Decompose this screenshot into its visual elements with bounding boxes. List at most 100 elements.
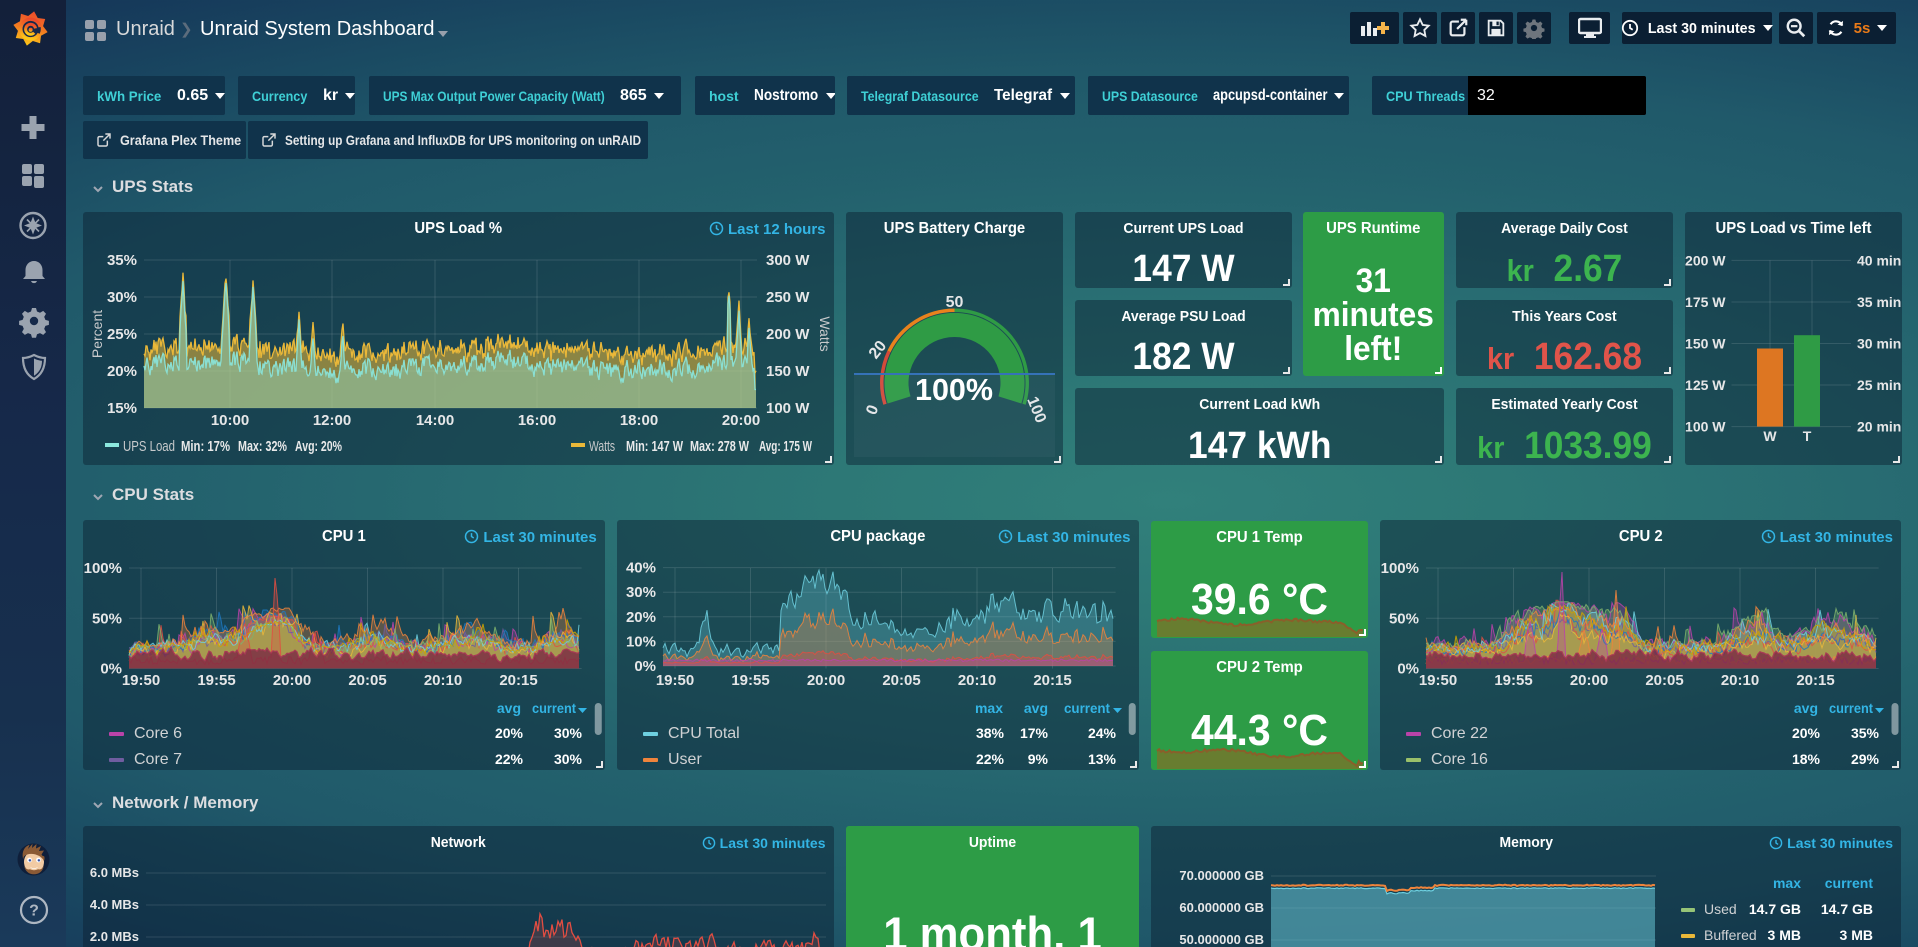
svg-text:100%: 100% <box>84 560 122 577</box>
svg-text:70.000000 GB: 70.000000 GB <box>1179 868 1264 883</box>
svg-text:19:50: 19:50 <box>122 672 160 689</box>
svg-text:Watts: Watts <box>817 316 833 351</box>
svg-text:50.000000 GB: 50.000000 GB <box>1179 932 1264 947</box>
svg-text:50: 50 <box>945 294 963 311</box>
svg-text:25 min: 25 min <box>1857 377 1901 393</box>
svg-text:Core 22: Core 22 <box>1431 725 1488 742</box>
svg-text:Buffered: Buffered <box>1704 927 1757 943</box>
svg-text:35%: 35% <box>107 252 137 269</box>
svg-text:20:05: 20:05 <box>348 672 386 689</box>
svg-text:Min: 147 W: Min: 147 W <box>626 438 684 455</box>
svg-text:Watts: Watts <box>589 438 615 455</box>
svg-text:current: current <box>532 700 576 716</box>
svg-text:avg: avg <box>1024 700 1048 716</box>
svg-text:19:55: 19:55 <box>731 672 769 689</box>
svg-text:9%: 9% <box>1028 751 1049 767</box>
svg-text:20%: 20% <box>1791 725 1820 741</box>
svg-text:19:55: 19:55 <box>197 672 235 689</box>
svg-text:40 min: 40 min <box>1857 252 1901 268</box>
svg-text:35 min: 35 min <box>1857 294 1901 310</box>
svg-text:25%: 25% <box>107 326 137 343</box>
svg-text:20:15: 20:15 <box>1033 672 1071 689</box>
svg-text:15%: 15% <box>107 400 137 417</box>
svg-text:Core 16: Core 16 <box>1431 751 1488 768</box>
svg-text:current: current <box>1829 700 1873 716</box>
svg-text:20:10: 20:10 <box>958 672 996 689</box>
svg-text:current: current <box>1064 700 1110 716</box>
svg-text:Min: 17%: Min: 17% <box>181 438 230 455</box>
svg-text:19:55: 19:55 <box>1494 672 1532 689</box>
svg-text:User: User <box>668 751 702 768</box>
svg-text:?: ? <box>29 903 39 920</box>
svg-text:10%: 10% <box>626 633 656 650</box>
svg-text:20%: 20% <box>626 609 656 626</box>
svg-text:0%: 0% <box>634 658 656 675</box>
svg-text:22%: 22% <box>976 751 1005 767</box>
svg-text:max: max <box>1772 875 1800 891</box>
svg-text:18:00: 18:00 <box>620 412 658 429</box>
svg-text:100%: 100% <box>915 372 993 407</box>
svg-text:20%: 20% <box>107 363 137 380</box>
svg-text:Max: 278 W: Max: 278 W <box>690 438 750 455</box>
svg-text:4.0 MBs: 4.0 MBs <box>90 897 139 912</box>
svg-text:175 W: 175 W <box>1685 294 1726 310</box>
svg-text:200 W: 200 W <box>1685 252 1726 268</box>
svg-text:300 W: 300 W <box>766 252 810 269</box>
svg-text:17%: 17% <box>1020 725 1049 741</box>
svg-text:max: max <box>975 700 1003 716</box>
svg-text:35%: 35% <box>1850 725 1879 741</box>
svg-text:14.7 GB: 14.7 GB <box>1820 901 1872 917</box>
svg-text:24%: 24% <box>1088 725 1117 741</box>
svg-text:W: W <box>1763 428 1777 444</box>
svg-text:16:00: 16:00 <box>518 412 556 429</box>
svg-text:29%: 29% <box>1850 751 1879 767</box>
svg-text:6.0 MBs: 6.0 MBs <box>90 865 139 880</box>
svg-text:Used: Used <box>1704 901 1737 917</box>
svg-text:18%: 18% <box>1791 751 1820 767</box>
svg-text:30%: 30% <box>626 584 656 601</box>
svg-text:CPU Total: CPU Total <box>668 725 740 742</box>
svg-text:19:50: 19:50 <box>1418 672 1456 689</box>
svg-text:60.000000 GB: 60.000000 GB <box>1179 900 1264 915</box>
svg-text:Avg: 20%: Avg: 20% <box>295 438 342 455</box>
svg-text:20:00: 20:00 <box>722 412 760 429</box>
svg-text:Core 7: Core 7 <box>134 751 182 768</box>
svg-text:250 W: 250 W <box>766 289 810 306</box>
svg-text:150 W: 150 W <box>1685 336 1726 352</box>
svg-text:20:00: 20:00 <box>807 672 845 689</box>
svg-text:0%: 0% <box>1397 661 1419 678</box>
svg-text:20:10: 20:10 <box>424 672 462 689</box>
svg-text:100 W: 100 W <box>766 400 810 417</box>
svg-text:20:15: 20:15 <box>1796 672 1834 689</box>
svg-text:2.0 MBs: 2.0 MBs <box>90 929 139 944</box>
svg-text:50%: 50% <box>92 610 122 627</box>
svg-text:20:05: 20:05 <box>882 672 920 689</box>
svg-text:avg: avg <box>497 700 521 716</box>
svg-text:100%: 100% <box>1380 560 1418 577</box>
svg-text:20:00: 20:00 <box>273 672 311 689</box>
svg-text:12:00: 12:00 <box>313 412 351 429</box>
svg-text:20:00: 20:00 <box>1569 672 1607 689</box>
svg-text:14.7 GB: 14.7 GB <box>1748 901 1800 917</box>
svg-text:20:05: 20:05 <box>1645 672 1683 689</box>
svg-text:200 W: 200 W <box>766 326 810 343</box>
svg-text:50%: 50% <box>1388 610 1418 627</box>
svg-text:0%: 0% <box>100 661 122 678</box>
svg-text:30%: 30% <box>107 289 137 306</box>
svg-text:30 min: 30 min <box>1857 336 1901 352</box>
svg-text:14:00: 14:00 <box>416 412 454 429</box>
svg-text:Avg: 175 W: Avg: 175 W <box>759 438 813 455</box>
svg-text:30%: 30% <box>554 725 583 741</box>
svg-text:20%: 20% <box>495 725 524 741</box>
svg-text:T: T <box>1802 428 1811 444</box>
svg-text:20 min: 20 min <box>1857 419 1901 435</box>
svg-text:100 W: 100 W <box>1685 419 1726 435</box>
svg-text:30%: 30% <box>554 751 583 767</box>
svg-text:UPS Load: UPS Load <box>123 438 175 455</box>
svg-text:19:50: 19:50 <box>656 672 694 689</box>
svg-text:38%: 38% <box>976 725 1005 741</box>
svg-text:10:00: 10:00 <box>211 412 249 429</box>
svg-text:Core 6: Core 6 <box>134 725 182 742</box>
svg-text:Max: 32%: Max: 32% <box>238 438 287 455</box>
svg-text:20:15: 20:15 <box>499 672 537 689</box>
